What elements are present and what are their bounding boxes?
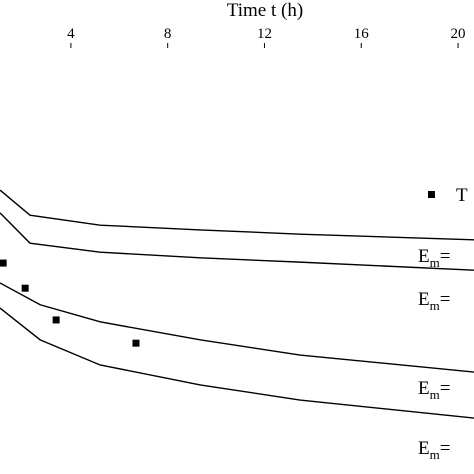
annotation-tail: = bbox=[440, 378, 451, 399]
annotation-tail: = bbox=[440, 246, 451, 267]
x-tick-label: 16 bbox=[354, 26, 370, 42]
annotation: Em= bbox=[418, 246, 450, 270]
x-tick-label: 12 bbox=[257, 26, 272, 42]
annotation-base: E bbox=[418, 438, 430, 459]
annotation-tail: = bbox=[440, 289, 451, 310]
data-point bbox=[0, 259, 7, 267]
curve bbox=[0, 307, 474, 419]
data-point bbox=[21, 284, 29, 292]
data-point bbox=[132, 339, 140, 347]
annotation: Em= bbox=[418, 438, 450, 462]
annotation-base: E bbox=[418, 246, 430, 267]
curve bbox=[0, 282, 474, 373]
annotation-sub: m bbox=[430, 387, 440, 402]
annotation-base: E bbox=[418, 289, 430, 310]
annotation-sub: m bbox=[430, 255, 440, 270]
annotation: Em= bbox=[418, 289, 450, 313]
annotation-sub: m bbox=[430, 447, 440, 462]
curve bbox=[0, 212, 474, 271]
annotation-tail: = bbox=[440, 438, 451, 459]
legend-label: T bbox=[456, 185, 468, 206]
annotation-base: E bbox=[418, 378, 430, 399]
data-point bbox=[52, 316, 60, 324]
x-tick-label: 20 bbox=[451, 26, 466, 42]
legend-marker bbox=[428, 191, 435, 198]
x-tick-label: 8 bbox=[164, 26, 172, 42]
annotation-sub: m bbox=[430, 298, 440, 313]
curve bbox=[0, 189, 474, 241]
x-axis-title: Time t (h) bbox=[227, 0, 303, 21]
annotation: Em= bbox=[418, 378, 450, 402]
x-tick-label: 4 bbox=[67, 26, 75, 42]
